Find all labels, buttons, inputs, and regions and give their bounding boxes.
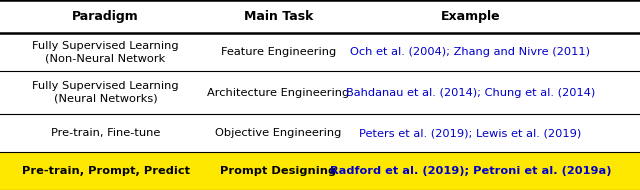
Text: Fully Supervised Learning
(Neural Networks): Fully Supervised Learning (Neural Networ… bbox=[32, 82, 179, 104]
Text: Pre-train, Fine-tune: Pre-train, Fine-tune bbox=[51, 128, 160, 138]
Text: Architecture Engineering: Architecture Engineering bbox=[207, 88, 349, 98]
Text: Fully Supervised Learning
(Non-Neural Network: Fully Supervised Learning (Non-Neural Ne… bbox=[32, 41, 179, 63]
Text: Paradigm: Paradigm bbox=[72, 10, 139, 23]
Text: Objective Engineering: Objective Engineering bbox=[215, 128, 342, 138]
Bar bbox=[0, 152, 640, 190]
Text: Prompt Designing: Prompt Designing bbox=[220, 166, 337, 176]
Text: Feature Engineering: Feature Engineering bbox=[221, 47, 336, 57]
Text: Peters et al. (2019); Lewis et al. (2019): Peters et al. (2019); Lewis et al. (2019… bbox=[359, 128, 582, 138]
Text: Main Task: Main Task bbox=[244, 10, 313, 23]
Text: Radford et al. (2019); Petroni et al. (2019a): Radford et al. (2019); Petroni et al. (2… bbox=[330, 166, 611, 176]
Text: Bahdanau et al. (2014); Chung et al. (2014): Bahdanau et al. (2014); Chung et al. (20… bbox=[346, 88, 595, 98]
Text: Och et al. (2004); Zhang and Nivre (2011): Och et al. (2004); Zhang and Nivre (2011… bbox=[351, 47, 590, 57]
Text: Pre-train, Prompt, Predict: Pre-train, Prompt, Predict bbox=[22, 166, 189, 176]
Text: Example: Example bbox=[440, 10, 500, 23]
